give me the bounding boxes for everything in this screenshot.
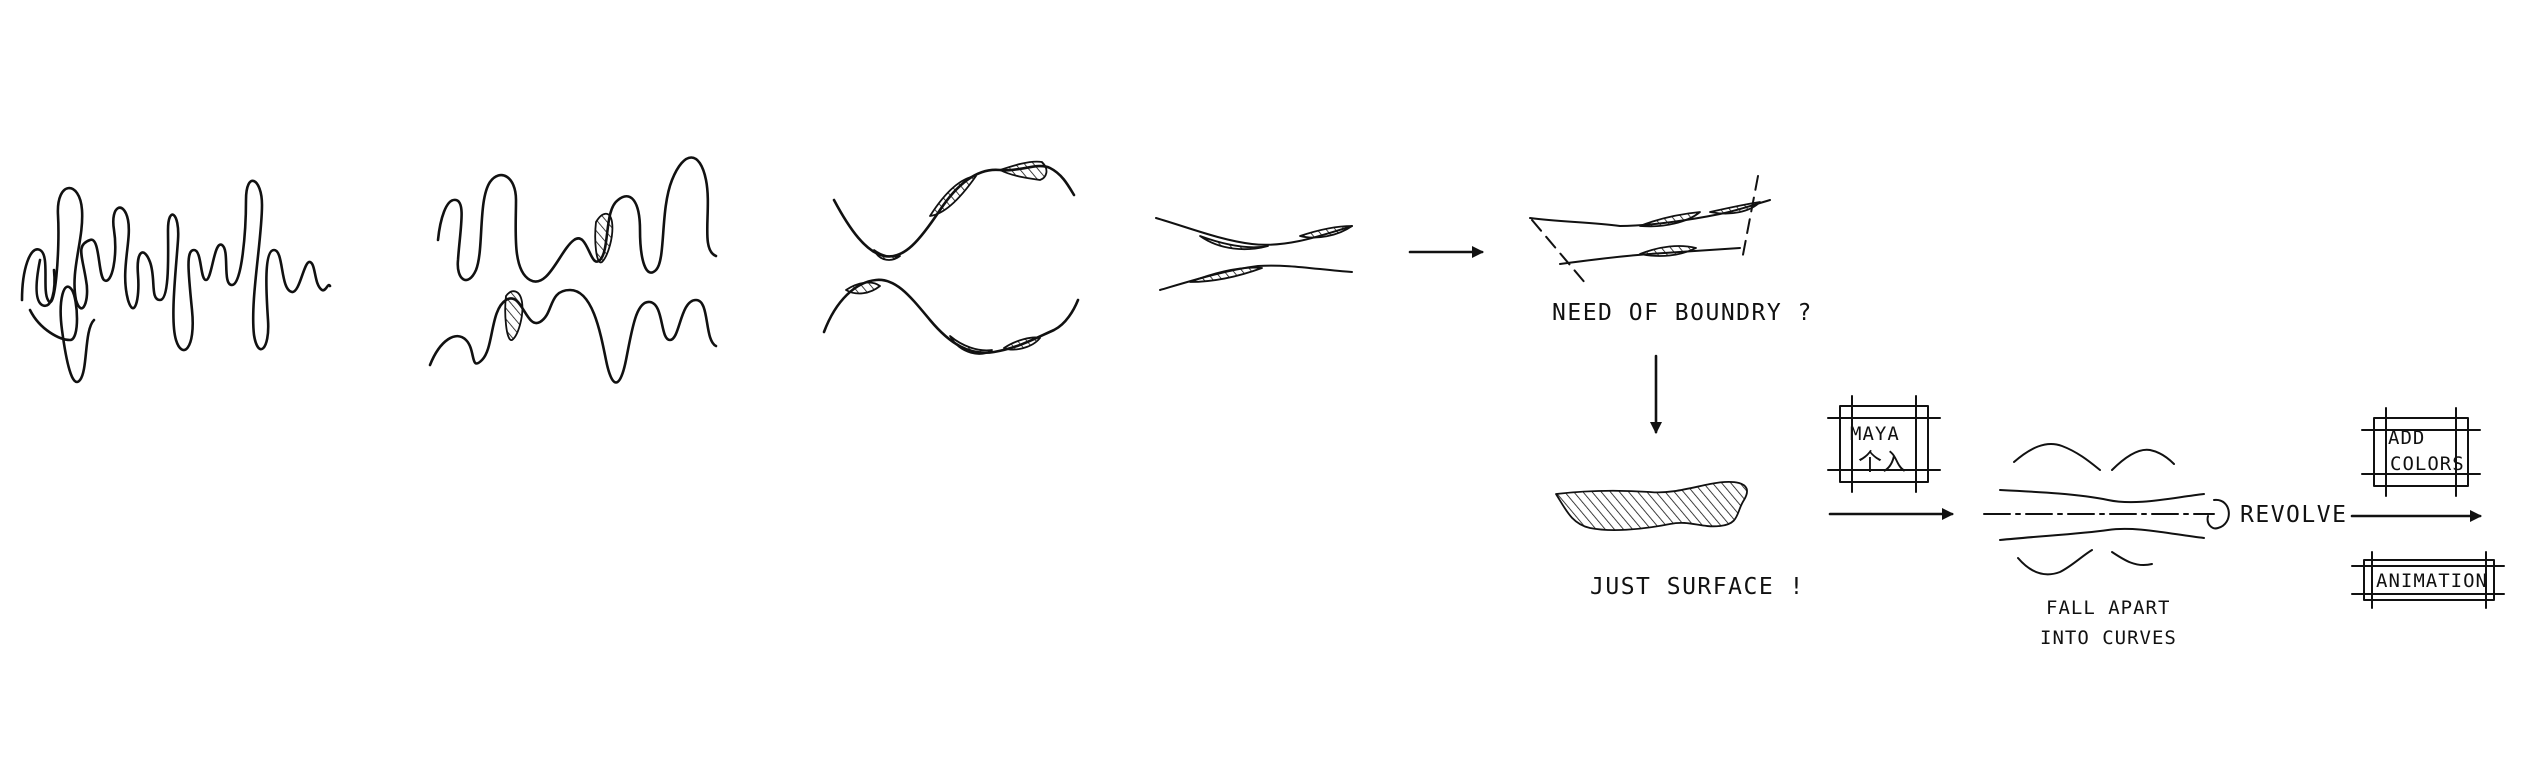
label-fall-apart-1: FALL APART	[2046, 597, 2170, 619]
label-revolve: REVOLVE	[2240, 502, 2347, 528]
sketch-squiggle-1	[20, 179, 332, 384]
add-colors-box	[2361, 407, 2481, 497]
label-need-of-boundry: NEED OF BOUNDRY ?	[1552, 300, 1813, 326]
sketch-waves-hatched	[822, 160, 1080, 355]
label-animation: ANIMATION	[2376, 570, 2488, 592]
label-maya-cjk: 个入	[1858, 448, 1906, 476]
sketch-squiggle-2	[428, 156, 718, 384]
label-just-surface: JUST SURFACE !	[1590, 574, 1805, 600]
label-maya: MAYA	[1850, 423, 1900, 445]
label-add: ADD	[2388, 427, 2425, 449]
animation-box	[2351, 551, 2505, 609]
sketch-boundary	[1529, 175, 1771, 285]
label-colors: COLORS	[2390, 453, 2465, 475]
label-fall-apart-2: INTO CURVES	[2040, 627, 2177, 649]
sketch-fall-apart-curves	[1983, 443, 2230, 576]
maya-box	[1827, 395, 1941, 493]
sketch-lens-curves	[1155, 217, 1353, 291]
sketch-just-surface	[1555, 481, 1748, 531]
